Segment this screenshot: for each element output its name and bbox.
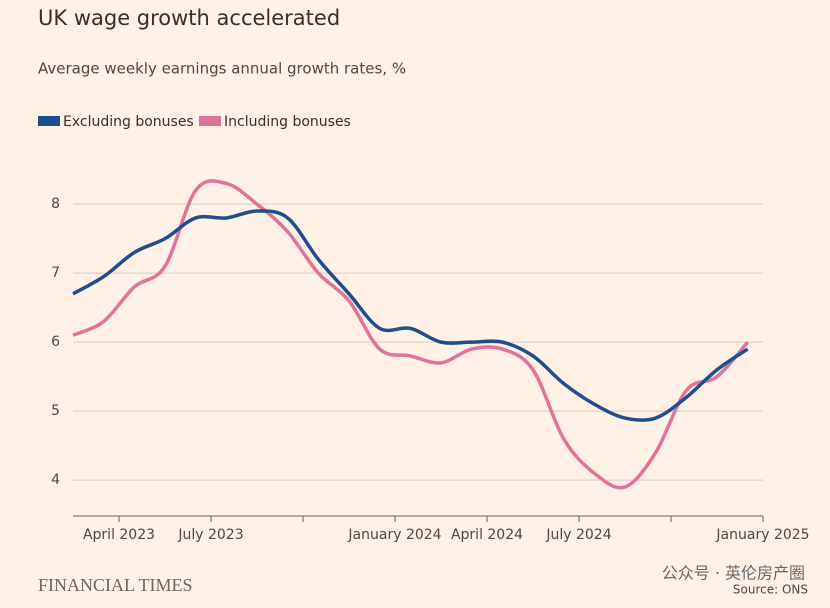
x-tick-label: January 2024 <box>347 527 441 543</box>
legend-label: Including bonuses <box>224 114 351 130</box>
brand: FINANCIAL TIMES <box>38 575 193 595</box>
legend-swatch <box>38 116 60 126</box>
x-tick-label: July 2023 <box>177 527 243 543</box>
y-tick-label: 8 <box>51 196 60 212</box>
chart-title: UK wage growth accelerated <box>38 6 340 30</box>
y-tick-label: 5 <box>51 403 60 419</box>
x-tick-label: April 2024 <box>451 527 523 543</box>
series-line <box>72 179 749 490</box>
y-tick-label: 4 <box>51 472 60 488</box>
x-tick-label: April 2023 <box>83 527 155 543</box>
watermark: 公众号 · 英伦房产圈 <box>662 564 805 583</box>
legend-label: Excluding bonuses <box>63 114 194 130</box>
x-tick-label: July 2024 <box>545 527 611 543</box>
chart-subtitle: Average weekly earnings annual growth ra… <box>38 60 406 78</box>
series-line <box>72 209 749 422</box>
y-tick-label: 6 <box>51 334 60 350</box>
legend-swatch <box>199 116 221 126</box>
source: Source: ONS <box>733 583 808 597</box>
x-tick-label: January 2025 <box>715 527 809 543</box>
y-tick-label: 7 <box>51 265 60 281</box>
